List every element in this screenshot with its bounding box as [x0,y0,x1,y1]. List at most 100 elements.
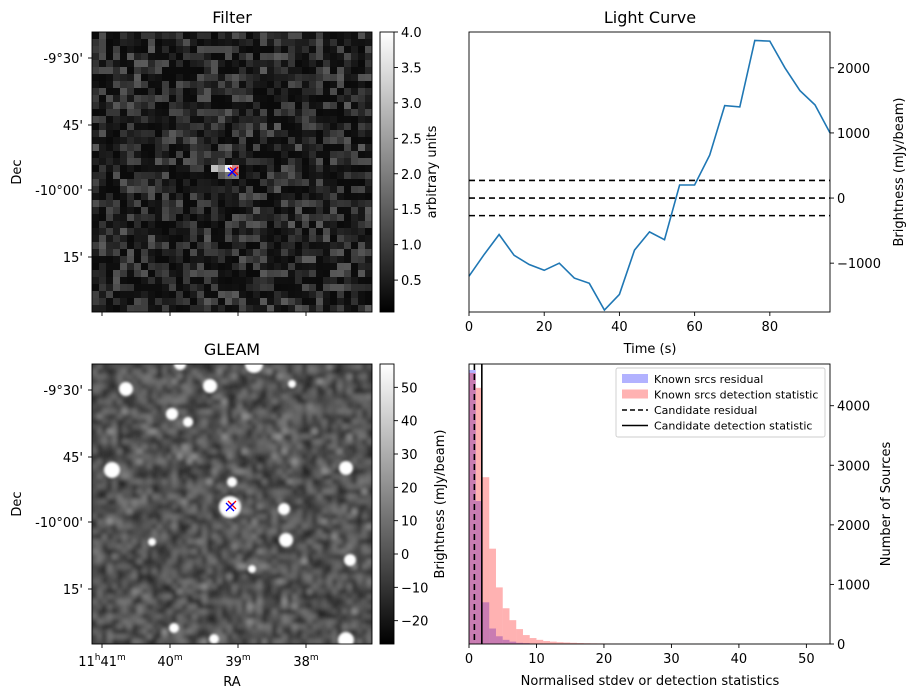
gleam-pixel [357,509,363,515]
gleam-pixel [252,484,258,490]
ra-tick-label: 40m [157,653,182,670]
gleam-pixel [292,489,298,495]
gleam-pixel [277,464,283,470]
filter-pixel [344,291,351,298]
colorbar-tick-label: 3.0 [401,97,422,112]
gleam-pixel [147,494,153,500]
gleam-pixel [327,419,333,425]
gleam-pixel [177,594,183,600]
gleam-pixel [117,424,123,430]
filter-pixel [267,60,274,67]
filter-pixel [92,95,99,102]
gleam-pixel [107,509,113,515]
filter-pixel [246,172,253,179]
filter-pixel [225,130,232,137]
gleam-pixel [287,619,293,625]
filter-pixel [169,284,176,291]
filter-pixel [295,88,302,95]
gleam-pixel [282,599,288,605]
filter-pixel [190,39,197,46]
filter-pixel [351,256,358,263]
gleam-pixel [122,589,128,595]
filter-pixel [316,151,323,158]
gleam-pixel [312,599,318,605]
filter-pixel [197,305,204,312]
gleam-pixel [277,449,283,455]
gleam-pixel [152,489,158,495]
gleam-pixel [127,454,133,460]
filter-pixel [288,102,295,109]
gleam-pixel [292,579,298,585]
gleam-pixel [297,534,303,540]
filter-pixel [246,137,253,144]
filter-pixel [92,228,99,235]
filter-pixel [99,305,106,312]
gleam-pixel [362,609,368,615]
filter-pixel [148,228,155,235]
gleam-pixel [347,574,353,580]
filter-pixel [337,221,344,228]
gleam-pixel [232,434,238,440]
gleam-pixel [132,514,138,520]
filter-pixel [155,95,162,102]
gleam-pixel [237,414,243,420]
filter-pixel [197,235,204,242]
gleam-pixel [152,464,158,470]
filter-pixel [225,60,232,67]
gleam-pixel [147,429,153,435]
filter-pixel [92,242,99,249]
gleam-pixel [182,539,188,545]
gleam-pixel [152,534,158,540]
gleam-pixel [352,469,358,475]
gleam-pixel [127,399,133,405]
gleam-pixel [132,574,138,580]
gleam-pixel [262,519,268,525]
filter-pixel [162,32,169,39]
gleam-pixel [187,594,193,600]
gleam-pixel [357,619,363,625]
gleam-pixel [272,524,278,530]
gleam-pixel [162,619,168,625]
filter-pixel [295,60,302,67]
filter-pixel [204,60,211,67]
gleam-pixel [222,544,228,550]
filter-pixel [232,228,239,235]
filter-pixel [155,39,162,46]
gleam-pixel [197,439,203,445]
gleam-pixel [267,549,273,555]
gleam-pixel [247,459,253,465]
filter-pixel [204,235,211,242]
filter-pixel [365,123,372,130]
gleam-pixel [317,449,323,455]
gleam-pixel [312,509,318,515]
gleam-pixel [132,484,138,490]
gleam-pixel [112,599,118,605]
gleam-pixel [232,364,238,370]
gleam-pixel [207,574,213,580]
filter-pixel [281,270,288,277]
filter-pixel [211,277,218,284]
gleam-pixel [362,504,368,510]
gleam-pixel [122,624,128,630]
gleam-pixel [337,389,343,395]
gleam-pixel [267,624,273,630]
filter-pixel [190,277,197,284]
gleam-pixel [207,539,213,545]
gleam-pixel [97,569,103,575]
gleam-pixel [322,434,328,440]
filter-pixel [155,214,162,221]
gleam-pixel [147,624,153,630]
filter-pixel [106,179,113,186]
gleam-pixel [92,504,98,510]
gleam-pixel [212,419,218,425]
gleam-pixel [172,529,178,535]
gleam-pixel [117,574,123,580]
gleam-pixel [172,599,178,605]
filter-pixel [267,284,274,291]
gleam-pixel [217,524,223,530]
filter-pixel [323,200,330,207]
filter-pixel [246,88,253,95]
gleam-pixel [182,569,188,575]
gleam-pixel [217,489,223,495]
gleam-pixel [182,424,188,430]
